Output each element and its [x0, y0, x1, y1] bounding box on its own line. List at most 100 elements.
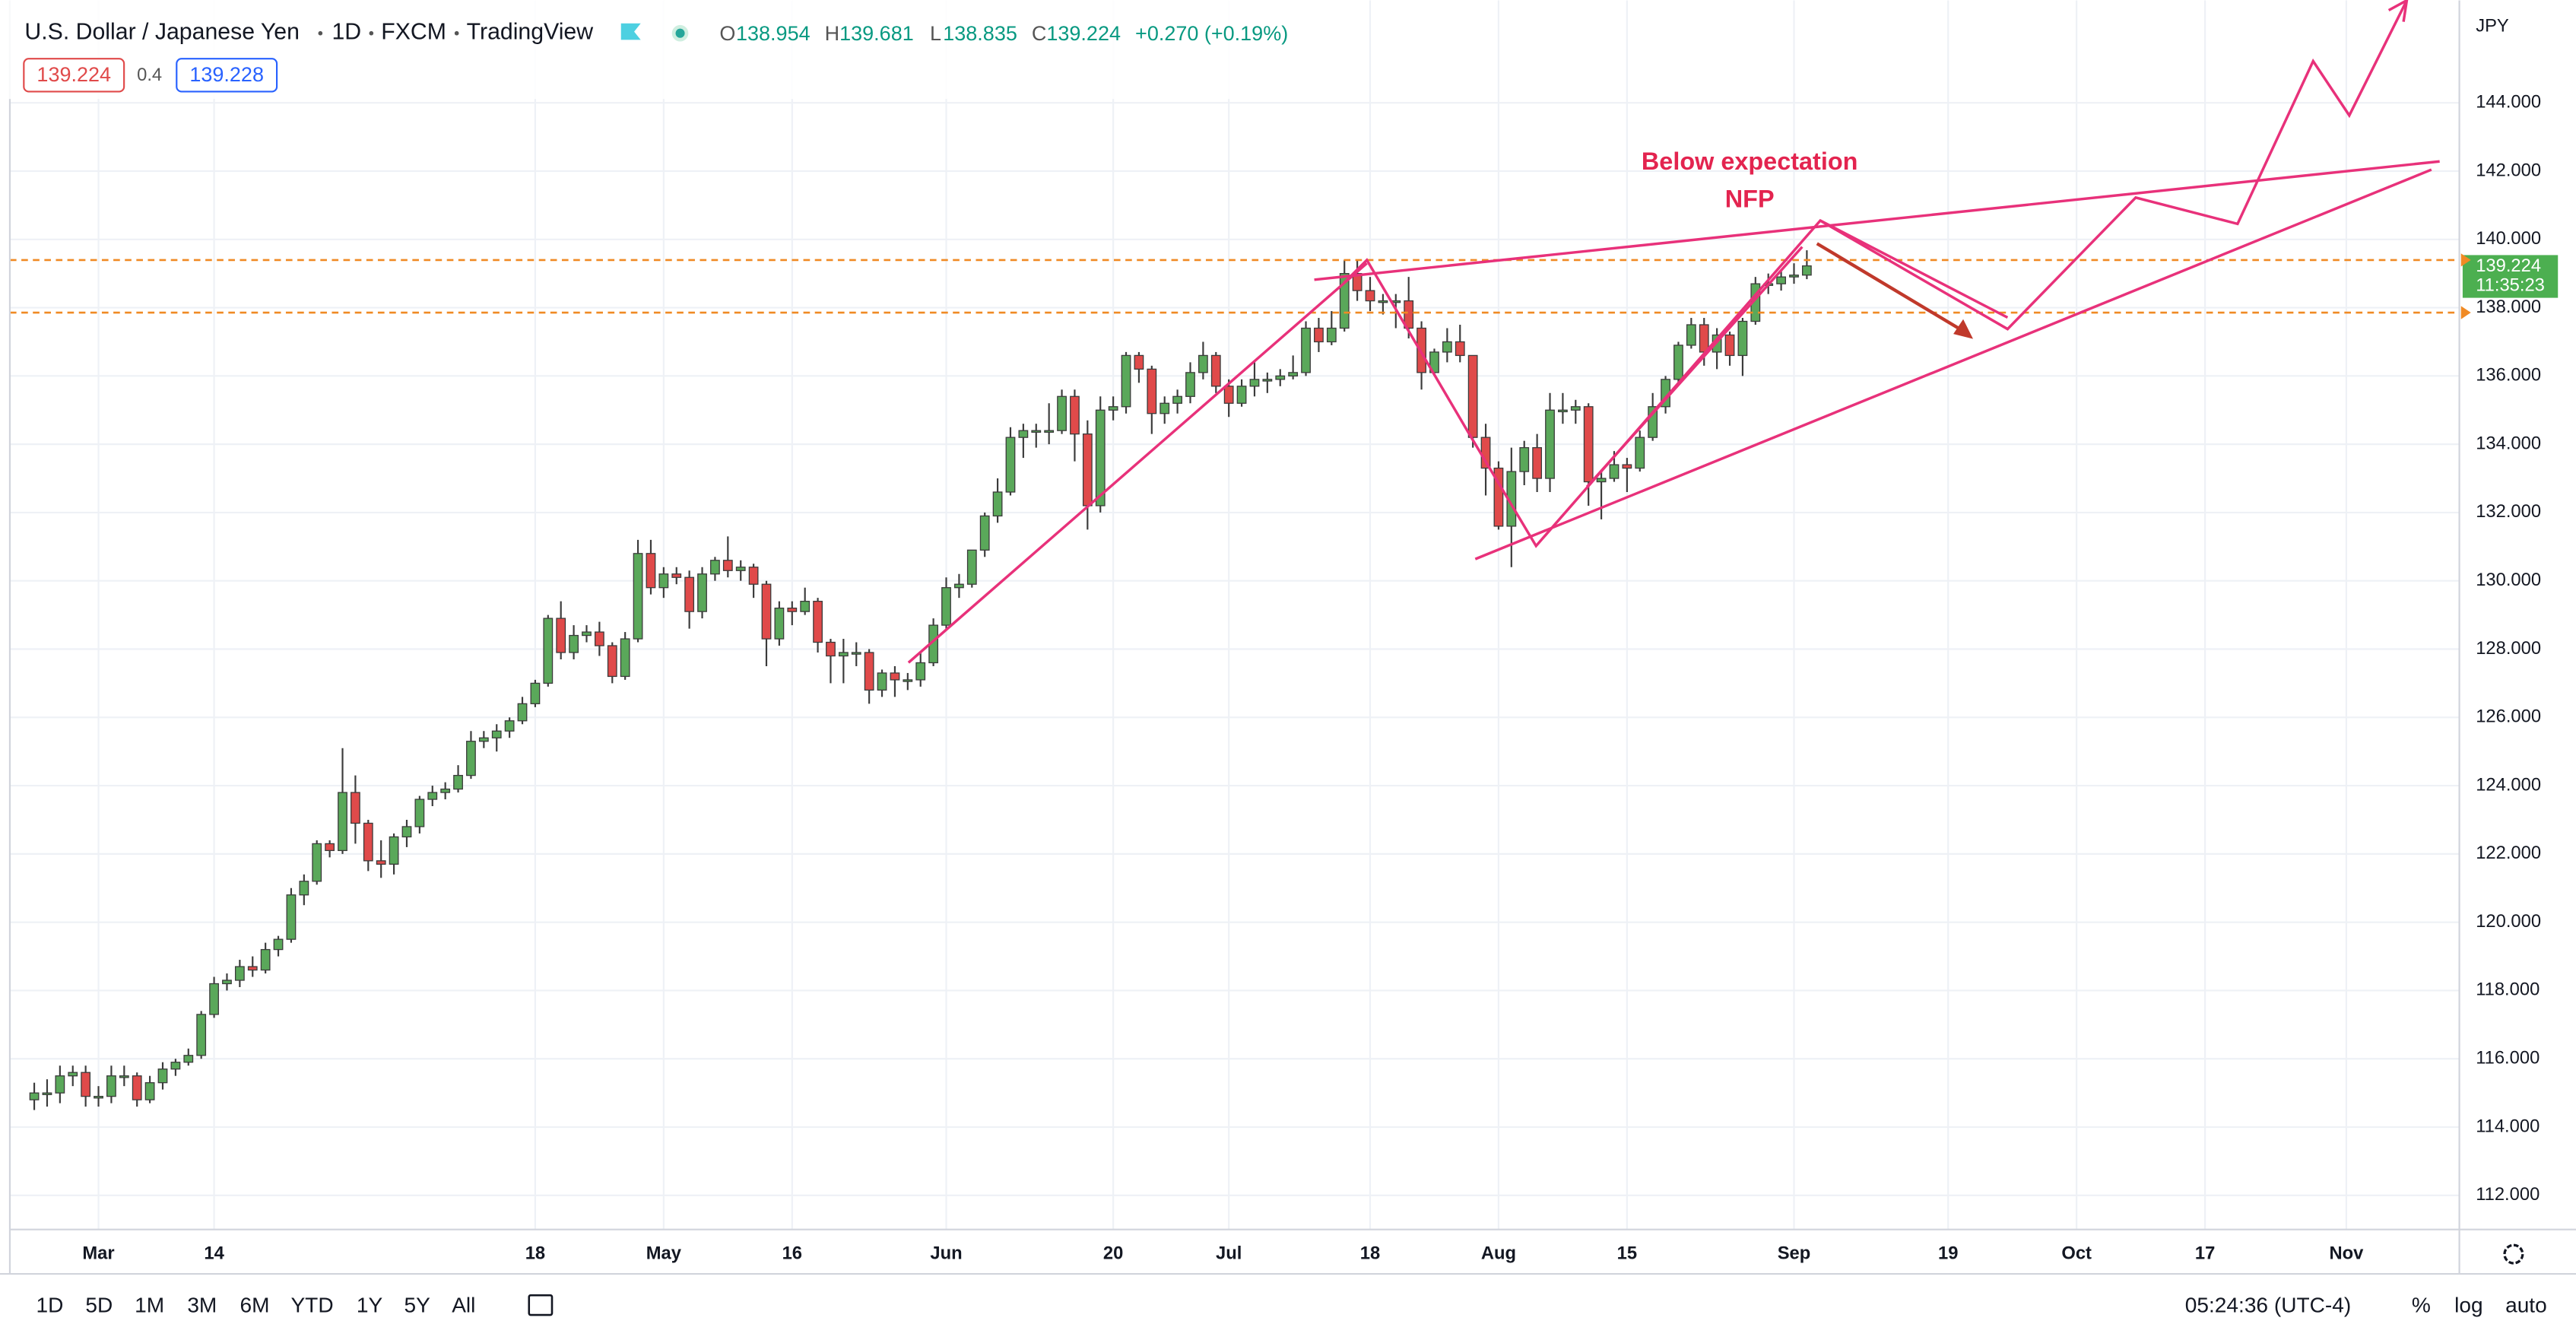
range-button[interactable]: 1D [36, 1294, 64, 1317]
candle-body [582, 631, 592, 637]
candle-body [1622, 464, 1632, 469]
range-button[interactable]: YTD [290, 1294, 333, 1317]
candle-body [1301, 327, 1311, 373]
ohlc-value: 138.954 [736, 22, 811, 45]
candle-body [1724, 334, 1735, 357]
ohlc-prefix: C [1032, 22, 1047, 45]
candle-body [1172, 395, 1182, 404]
candle-body [1108, 406, 1118, 411]
candle-body [1236, 386, 1247, 404]
candle-body [1070, 395, 1080, 435]
candle-body [1275, 375, 1286, 380]
date-range-icon[interactable] [528, 1294, 554, 1316]
x-tick-label: Aug [1481, 1243, 1516, 1263]
projection-path [1343, 0, 2408, 548]
bid[interactable]: 139.224 [36, 63, 111, 86]
separator [318, 30, 323, 36]
candle-body [813, 601, 823, 643]
candle-body [1095, 409, 1106, 506]
status-icon [675, 28, 685, 38]
candle-body [440, 788, 451, 793]
range-button[interactable]: 1Y [357, 1294, 383, 1317]
buy-button[interactable] [176, 58, 278, 93]
candle-body [992, 491, 1003, 517]
candle-body [851, 652, 861, 655]
x-tick-label: Oct [2061, 1243, 2092, 1263]
candle-body [453, 774, 463, 790]
candle-body [633, 553, 643, 640]
candle-body [941, 587, 951, 626]
candle-body [351, 792, 360, 824]
candle-body [1493, 467, 1504, 527]
candle-body [1648, 406, 1658, 438]
x-tick-label: 18 [1360, 1243, 1380, 1263]
range-button[interactable]: 5Y [404, 1294, 431, 1317]
y-tick-label: 140.000 [2476, 228, 2541, 249]
x-tick-label: 20 [1103, 1243, 1123, 1263]
candle-body [697, 573, 707, 612]
range-button[interactable]: 6M [240, 1294, 269, 1317]
source: FXCM [381, 20, 446, 45]
scale-option[interactable]: auto [2505, 1294, 2547, 1317]
ask[interactable]: 139.228 [189, 63, 264, 86]
candle-body [196, 1014, 207, 1056]
ohlc-prefix: L [930, 22, 941, 45]
candle-body [646, 553, 656, 589]
separator [454, 30, 459, 36]
candle-body [389, 836, 399, 865]
x-tick-label: 17 [2195, 1243, 2215, 1263]
candle-body [1121, 354, 1131, 408]
candle-body [569, 634, 579, 653]
change: +0.270 (+0.19%) [1135, 22, 1288, 45]
candle-body [1352, 273, 1363, 291]
candle-body [1532, 446, 1543, 479]
candle-body [594, 631, 604, 646]
arrow-head [2387, 0, 2409, 22]
range-button[interactable]: 3M [187, 1294, 217, 1317]
x-tick-label: Mar [82, 1243, 114, 1263]
settings-icon[interactable] [2503, 1243, 2524, 1265]
range-button[interactable]: All [452, 1294, 475, 1317]
interval: 1D [332, 20, 361, 45]
candle-body [1326, 327, 1337, 343]
clock: 05:24:36 (UTC-4) [2185, 1294, 2351, 1317]
candle-body [119, 1075, 129, 1078]
candle-body [748, 567, 759, 585]
candle-body [29, 1092, 40, 1100]
candle-body [1249, 379, 1260, 387]
y-tick-label: 136.000 [2476, 365, 2541, 386]
scale-option[interactable]: log [2454, 1294, 2482, 1317]
candle-body [427, 792, 438, 800]
range-button[interactable]: 1M [135, 1294, 164, 1317]
candle-body [1455, 341, 1465, 357]
candle-body [915, 662, 926, 681]
scale-option[interactable]: % [2412, 1294, 2431, 1317]
candle-body [1404, 300, 1414, 329]
candle-body [1558, 409, 1568, 413]
candle-body [1789, 275, 1799, 278]
candle-body [1596, 478, 1607, 483]
candle-body [363, 822, 373, 862]
candle-body [774, 607, 785, 640]
candle-body [234, 966, 245, 981]
candle-body [1262, 379, 1273, 382]
range-button[interactable]: 5D [85, 1294, 113, 1317]
drawings [907, 0, 2440, 664]
candle-body [671, 573, 682, 578]
candle-body [1210, 354, 1221, 387]
y-tick-label: 134.000 [2476, 433, 2541, 453]
y-tick-label: 130.000 [2476, 570, 2541, 590]
annotation: NFP [1725, 186, 1775, 213]
candle-body [132, 1075, 142, 1100]
candle-body [170, 1062, 181, 1070]
candle-body [903, 679, 913, 682]
last-price-box [2462, 255, 2559, 298]
sell-button[interactable] [23, 58, 125, 93]
candle-body [1635, 437, 1645, 469]
candle-body [979, 515, 990, 551]
candle-body [607, 645, 617, 678]
candle-body [1018, 430, 1029, 438]
ohlc-value: 138.835 [943, 22, 1017, 45]
